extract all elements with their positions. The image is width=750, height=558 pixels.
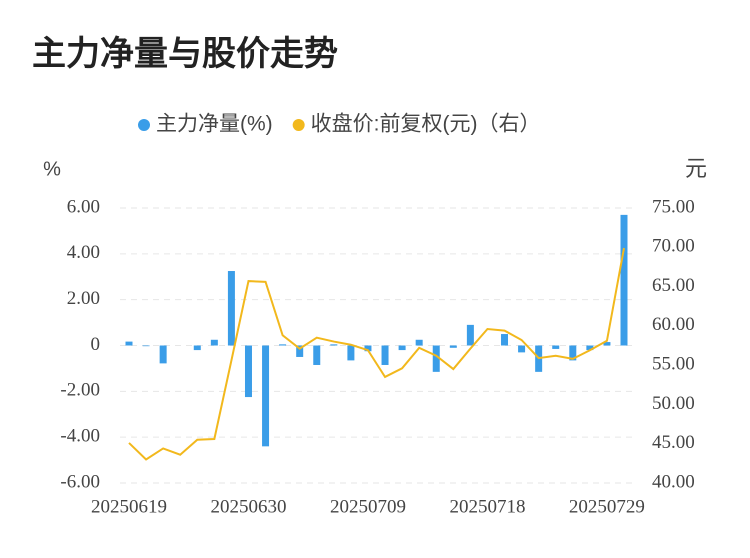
bar <box>330 344 338 346</box>
bar <box>210 339 218 346</box>
bar <box>415 339 423 346</box>
bar <box>244 345 252 398</box>
bar <box>466 324 474 346</box>
bar <box>364 345 372 352</box>
y2-tick-label: 65.00 <box>652 275 695 296</box>
y-tick-label: 4.00 <box>67 242 100 263</box>
bar <box>296 345 304 357</box>
bar <box>279 344 287 346</box>
y2-axis-unit: 元 <box>685 156 707 181</box>
x-tick-label: 20250619 <box>91 496 167 517</box>
bar <box>620 214 628 346</box>
bar <box>501 334 509 346</box>
y-tick-label: -4.00 <box>60 426 100 447</box>
legend-marker <box>138 119 150 131</box>
y-tick-label: 6.00 <box>67 196 100 217</box>
y-tick-label: 0 <box>91 334 101 355</box>
bar <box>449 345 457 348</box>
bar <box>569 345 577 361</box>
bar <box>586 345 594 351</box>
bar <box>518 345 526 353</box>
bar <box>227 271 235 346</box>
y2-tick-label: 75.00 <box>652 196 695 217</box>
y2-tick-label: 50.00 <box>652 393 695 414</box>
bar <box>347 345 355 361</box>
bar <box>603 342 611 346</box>
y2-tick-label: 55.00 <box>652 354 695 375</box>
x-tick-label: 20250729 <box>569 496 645 517</box>
x-tick-label: 20250630 <box>210 496 286 517</box>
bar <box>398 345 406 351</box>
chart-title: 主力净量与股价走势 <box>32 35 338 73</box>
y2-tick-label: 70.00 <box>652 236 695 257</box>
y2-tick-label: 45.00 <box>652 432 695 453</box>
bar <box>432 345 440 372</box>
y-tick-label: -6.00 <box>60 471 100 492</box>
bar <box>552 345 560 349</box>
legend-label: 主力净量(%) <box>156 113 273 136</box>
x-tick-label: 20250718 <box>449 496 525 517</box>
y-tick-label: -2.00 <box>60 380 100 401</box>
y-tick-label: 2.00 <box>67 288 100 309</box>
bar <box>313 345 321 365</box>
y-axis-unit: % <box>43 158 61 180</box>
price-line <box>128 247 625 461</box>
x-tick-label: 20250709 <box>330 496 406 517</box>
bar <box>262 345 270 447</box>
y2-tick-label: 60.00 <box>652 314 695 335</box>
y2-tick-label: 40.00 <box>652 471 695 492</box>
bar <box>159 345 167 364</box>
bar <box>142 345 150 347</box>
bar <box>381 345 389 365</box>
bar <box>193 345 201 351</box>
legend-marker <box>292 119 305 131</box>
legend-label: 收盘价:前复权(元)（右） <box>311 113 541 136</box>
bar <box>125 341 133 346</box>
